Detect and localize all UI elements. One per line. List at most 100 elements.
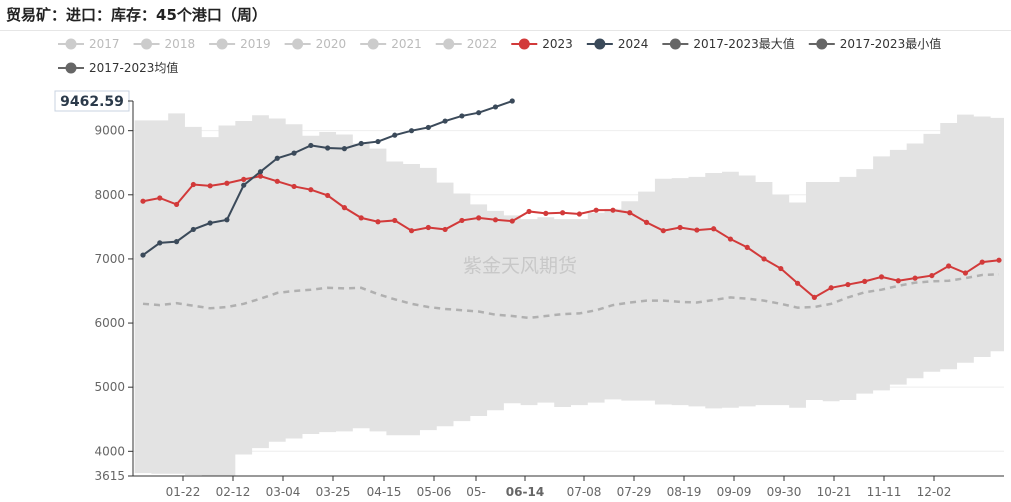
point-2023	[375, 219, 381, 225]
point-2024	[207, 220, 213, 226]
point-2023	[895, 278, 901, 284]
point-2023	[492, 217, 499, 223]
legend-marker	[443, 38, 455, 50]
legend-marker	[292, 38, 304, 50]
point-2023	[476, 215, 482, 221]
page-title: 贸易矿：进口：库存：45个港口（周）	[6, 6, 267, 24]
legend-item-4[interactable]: 2021	[360, 37, 422, 51]
point-2023	[811, 294, 817, 301]
legend-item-10[interactable]: 2017-2023均值	[58, 60, 178, 75]
point-2023	[727, 236, 734, 242]
point-2023	[946, 263, 952, 269]
point-2023	[224, 180, 230, 186]
x-tick-label: 07-29	[617, 485, 652, 499]
point-2023	[593, 207, 599, 213]
x-tick-label: 03-25	[316, 485, 351, 499]
x-tick-label: 02-12	[216, 485, 251, 499]
point-2023	[459, 217, 465, 224]
legend-label: 2017-2023最小值	[840, 36, 941, 51]
series-line-2023	[142, 175, 1000, 299]
legend-item-9[interactable]: 2017-2023最小值	[808, 36, 941, 51]
point-2024	[459, 113, 465, 119]
y-tick-label: 7000	[94, 252, 125, 266]
point-2023	[610, 207, 616, 213]
point-2023	[425, 224, 431, 231]
point-2024	[257, 169, 264, 175]
point-2023	[190, 181, 196, 188]
legend-item-1[interactable]: 2018	[133, 37, 196, 51]
x-tick-label: 09-09	[717, 485, 752, 499]
point-2024	[476, 110, 482, 116]
x-tick-label: 12-02	[917, 485, 952, 499]
avg-series	[142, 273, 1000, 320]
legend: 2017 2018 2019 2020 2021 2022 2023 2024 2017-202…	[58, 36, 941, 75]
point-2024	[308, 142, 314, 149]
point-2023	[358, 215, 364, 221]
point-2024	[375, 138, 381, 145]
point-2023	[761, 256, 767, 262]
point-2023	[308, 187, 314, 193]
x-tick-label: 03-04	[266, 485, 301, 499]
legend-item-7[interactable]: 2024	[586, 37, 649, 51]
band-area	[134, 113, 1004, 476]
legend-label: 2024	[618, 37, 649, 51]
x-tick-label: 10-21	[817, 485, 852, 499]
point-2024	[325, 145, 331, 151]
y-tick-label: 4000	[94, 444, 125, 458]
axes: 9000 8000 7000 6000 5000 4000 3615 9462.59 01-22…	[54, 90, 1004, 499]
point-2024	[274, 155, 280, 161]
y-tick-label: 5000	[94, 380, 125, 394]
legend-marker	[594, 38, 606, 50]
legend-label: 2017-2023均值	[89, 60, 178, 75]
avg-line	[142, 273, 1000, 320]
legend-item-6[interactable]: 2023	[511, 37, 573, 51]
point-2023	[543, 210, 549, 216]
point-2023	[157, 195, 163, 201]
point-2023	[140, 198, 146, 204]
legend-item-2[interactable]: 2019	[209, 37, 271, 51]
x-tick-label: 08-19	[667, 485, 702, 499]
point-2024	[341, 146, 348, 152]
legend-item-8[interactable]: 2017-2023最大值	[662, 36, 795, 51]
point-2024	[173, 239, 180, 245]
point-2023	[912, 275, 918, 281]
point-2023	[576, 211, 582, 217]
point-2023	[526, 208, 532, 215]
point-2023	[392, 217, 398, 224]
legend-label: 2022	[467, 37, 498, 51]
legend-item-5[interactable]: 2022	[435, 37, 498, 51]
legend-marker	[518, 38, 530, 50]
legend-marker	[65, 38, 77, 50]
y-tick-label: 9000	[94, 124, 125, 138]
legend-label: 2020	[316, 37, 347, 51]
point-2023	[341, 205, 348, 211]
point-2023	[845, 281, 851, 288]
legend-item-3[interactable]: 2020	[284, 37, 347, 51]
x-tick-label: 01-22	[166, 485, 201, 499]
point-2023	[291, 183, 297, 190]
point-2023	[828, 285, 834, 291]
point-2023	[996, 257, 1002, 263]
point-2023	[878, 274, 885, 280]
legend-marker	[816, 38, 828, 50]
point-2024	[408, 128, 415, 134]
point-2024	[392, 132, 398, 138]
legend-label: 2017	[89, 37, 120, 51]
point-2024	[224, 217, 230, 223]
point-2023	[173, 201, 180, 208]
x-tick-label: 05-	[466, 485, 486, 499]
y-min-label: 3615	[94, 469, 125, 483]
x-tick-label: 07-08	[567, 485, 602, 499]
legend-marker	[65, 62, 77, 74]
legend-label: 2018	[165, 37, 196, 51]
point-2024	[140, 252, 146, 258]
point-2023	[241, 176, 247, 183]
point-2023	[929, 272, 935, 279]
legend-marker	[367, 38, 379, 50]
legend-item-0[interactable]: 2017	[58, 37, 120, 51]
point-2023	[207, 183, 213, 189]
legend-label: 2021	[391, 37, 422, 51]
point-2024	[358, 140, 364, 147]
point-2023	[794, 280, 801, 286]
